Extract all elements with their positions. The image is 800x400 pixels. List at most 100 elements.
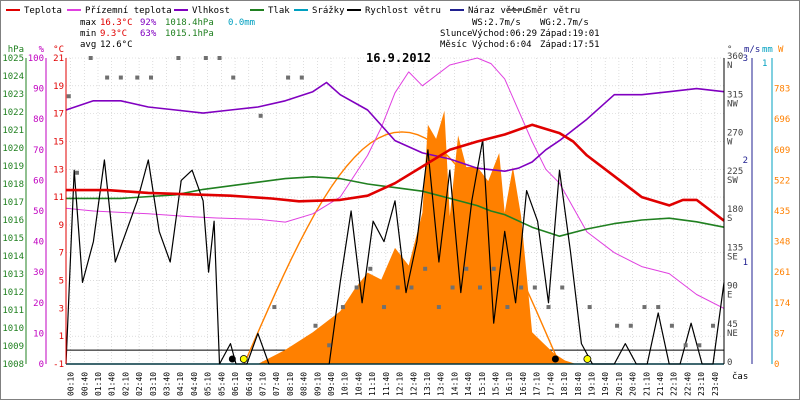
x-tick-label: 03:10: [149, 372, 158, 396]
x-tick-label: 08:10: [286, 372, 295, 396]
x-tick-label: 22:40: [683, 372, 692, 396]
wind-direction-point: [642, 305, 647, 310]
wind-direction-point: [118, 75, 123, 80]
pressure-tick-label: 1012: [2, 288, 24, 298]
temperature-tick-label: 15: [53, 137, 64, 147]
x-tick-label: 07:10: [258, 372, 267, 396]
wind-direction-point: [436, 305, 441, 310]
wind-direction-point: [382, 305, 387, 310]
wind-tick-label: 3: [743, 54, 748, 64]
x-tick-label: 17:10: [533, 372, 542, 396]
pressure-tick-label: 1011: [2, 306, 24, 316]
direction-name-label: W: [727, 138, 733, 148]
direction-name-label: SE: [727, 252, 738, 262]
x-tick-label: 10:40: [354, 372, 363, 396]
wind-direction-point: [313, 323, 318, 328]
sun-rise: Východ:06:29: [472, 29, 537, 39]
solar-tick-label: 609: [774, 146, 790, 156]
x-tick-label: 18:10: [560, 372, 569, 396]
pressure-tick-label: 1018: [2, 180, 24, 190]
x-tick-label: 20:10: [615, 372, 624, 396]
pressure-tick-label: 1019: [2, 162, 24, 172]
moon-rise: Východ:6:04: [472, 40, 532, 50]
x-tick-label: 00:40: [80, 372, 89, 396]
direction-tick-label: 360: [727, 52, 743, 62]
solar-tick-label: 783: [774, 85, 790, 95]
sun-marker: [583, 355, 592, 363]
wind-direction-point: [464, 266, 469, 271]
pressure-axis-label: hPa: [8, 45, 24, 55]
temperature-tick-label: 21: [53, 54, 64, 64]
x-tick-label: 09:40: [327, 372, 336, 396]
x-tick-label: 23:10: [697, 372, 706, 396]
pressure-tick-label: 1024: [2, 72, 24, 82]
x-tick-label: 18:40: [574, 372, 583, 396]
x-tick-labels: 00:10 00:40 01:10 01:40 02:10 02:40 03:10 03:40…: [67, 371, 749, 396]
stats-min-hum: 63%: [140, 29, 157, 39]
pressure-tick-label: 1023: [2, 90, 24, 100]
wind-direction-point: [615, 323, 620, 328]
x-tick-label: 07:40: [272, 372, 281, 396]
x-tick-label: 22:10: [670, 372, 679, 396]
solar-tick-label: 435: [774, 207, 790, 217]
x-tick-label: 12:10: [396, 372, 405, 396]
pressure-tick-label: 1010: [2, 324, 24, 334]
wind-direction-point: [148, 75, 153, 80]
direction-tick-label: 270: [727, 129, 743, 139]
x-tick-label: 19:40: [601, 372, 610, 396]
stats-max-temp: 16.3°C: [100, 18, 133, 28]
x-tick-label: 02:40: [135, 372, 144, 396]
stats-max-hum: 92%: [140, 18, 157, 28]
x-tick-label: 20:40: [629, 372, 638, 396]
wind-direction-point: [505, 305, 510, 310]
pressure-tick-label: 1016: [2, 216, 24, 226]
moon-set: Západ:17:51: [540, 40, 600, 50]
humidity-tick-label: 50: [33, 207, 44, 217]
wind-direction-point: [656, 305, 661, 310]
legend-label: Vlhkost: [192, 6, 230, 16]
x-tick-label: 23:40: [711, 372, 720, 396]
x-tick-label: 21:40: [656, 372, 665, 396]
stats-min-pres: 1015.1hPa: [165, 29, 214, 39]
pressure-tick-label: 1014: [2, 252, 24, 262]
x-tick-label: 04:10: [176, 372, 185, 396]
direction-tick-label: 315: [727, 90, 743, 100]
moon-label: Měsíc: [440, 40, 467, 50]
series-teplota: [66, 123, 725, 222]
rain-axis-label: mm: [762, 45, 773, 55]
x-tick-label: 13:10: [423, 372, 432, 396]
wind-direction-point: [395, 285, 400, 290]
sun-moon-markers: [228, 355, 592, 363]
wind-direction-point: [340, 305, 345, 310]
x-tick-label: 11:10: [368, 372, 377, 396]
ws-value: WS:2.7m/s: [472, 18, 521, 28]
direction-name-label: E: [727, 291, 732, 301]
moon-marker: [228, 355, 236, 363]
wind-direction-point: [628, 323, 633, 328]
wind-direction-point: [135, 75, 140, 80]
temperature-tick-label: 9: [59, 221, 64, 231]
wind-direction-point: [423, 266, 428, 271]
series-tlak: [66, 176, 725, 237]
stats-avg-temp: 12.6°C: [100, 40, 133, 50]
direction-tick-label: 225: [727, 167, 743, 177]
wind-direction-point: [176, 56, 181, 60]
solar-tick-label: 522: [774, 176, 790, 186]
humidity-tick-label: 20: [33, 299, 44, 309]
temperature-tick-label: -1: [53, 360, 64, 370]
pressure-tick-label: 1017: [2, 198, 24, 208]
wind-tick-label: 1: [743, 258, 748, 268]
x-tick-label: 02:10: [121, 372, 130, 396]
wind-direction-point: [299, 75, 304, 80]
wind-direction-point: [409, 285, 414, 290]
x-tick-label: 15:40: [492, 372, 501, 396]
pressure-tick-label: 1015: [2, 234, 24, 244]
temperature-tick-label: 3: [59, 304, 64, 314]
humidity-tick-label: 30: [33, 268, 44, 278]
x-tick-label: 15:10: [478, 372, 487, 396]
humidity-tick-label: 80: [33, 115, 44, 125]
wind-direction-point: [217, 56, 222, 60]
chart-title: 16.9.2012: [366, 51, 431, 65]
humidity-tick-label: 60: [33, 176, 44, 186]
temperature-tick-label: 19: [53, 82, 64, 92]
